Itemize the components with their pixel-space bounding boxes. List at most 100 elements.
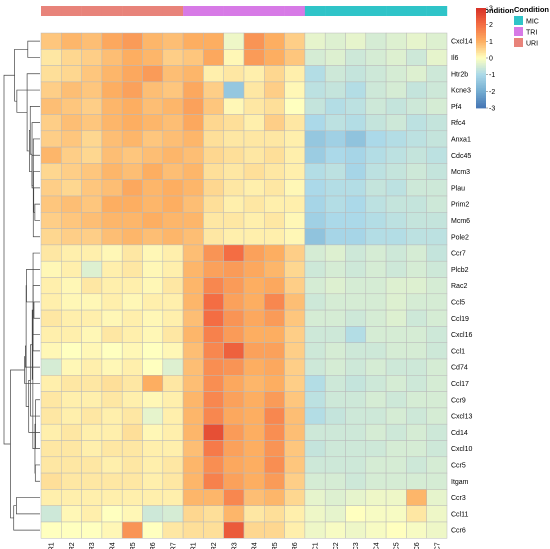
- heatmap-cell: [426, 407, 448, 425]
- heatmap-cell: [345, 521, 367, 539]
- heatmap-cell: [365, 97, 387, 115]
- heatmap-cell: [81, 309, 103, 327]
- heatmap-cell: [101, 407, 123, 425]
- heatmap-cell: [365, 391, 387, 409]
- heatmap-cell: [182, 163, 204, 180]
- heatmap-cell: [223, 49, 245, 66]
- heatmap-cell: [203, 130, 224, 148]
- annotation-cell-mic: [426, 6, 448, 16]
- color-scale-segment: [476, 13, 486, 16]
- color-scale-segment: [476, 33, 486, 36]
- dendrogram-branch: [24, 356, 40, 384]
- heatmap-cell: [304, 212, 326, 229]
- heatmap-cell: [142, 212, 164, 229]
- heatmap-cell: [284, 179, 306, 197]
- heatmap-cell: [40, 65, 62, 83]
- heatmap-cell: [40, 505, 62, 523]
- dendrogram-branch: [10, 369, 25, 519]
- heatmap-cell: [142, 309, 164, 327]
- color-scale-tick-label: -1: [489, 72, 495, 79]
- heatmap-cell: [324, 472, 346, 490]
- heatmap-cell: [284, 293, 306, 311]
- annotation-cell-mic: [325, 6, 346, 16]
- heatmap-cell: [61, 277, 82, 295]
- heatmap-cell: [142, 358, 164, 376]
- color-scale-segment: [476, 59, 486, 62]
- heatmap-cell: [264, 505, 285, 523]
- annotation-cell-tri: [183, 6, 204, 16]
- heatmap-cell: [182, 423, 204, 441]
- heatmap-cell: [203, 375, 224, 392]
- heatmap-cell: [284, 423, 306, 441]
- heatmap-cell: [81, 228, 103, 246]
- heatmap-cell: [182, 456, 204, 474]
- color-scale-segment: [476, 44, 486, 47]
- heatmap-cell: [426, 130, 448, 148]
- heatmap-cell: [203, 163, 224, 180]
- heatmap-cell: [406, 130, 427, 148]
- heatmap-cell: [365, 212, 387, 229]
- heatmap-cell: [243, 130, 265, 148]
- heatmap-cell: [324, 146, 346, 164]
- dendrogram-branch: [28, 380, 40, 433]
- heatmap-cell: [61, 49, 82, 66]
- heatmap-cell: [385, 342, 407, 360]
- color-scale-segment: [476, 48, 486, 51]
- color-scale-segment: [476, 21, 486, 24]
- heatmap-cell: [162, 212, 184, 229]
- heatmap-cell: [81, 163, 103, 180]
- heatmap-cell: [121, 521, 143, 539]
- heatmap-cell: [101, 309, 123, 327]
- heatmap-cell: [406, 65, 427, 83]
- heatmap-cell: [182, 489, 204, 506]
- heatmap-cell: [324, 309, 346, 327]
- heatmap-cell: [406, 244, 427, 262]
- heatmap-cell: [101, 260, 123, 278]
- heatmap-cell: [284, 244, 306, 262]
- heatmap-cell: [264, 358, 285, 376]
- heatmap-cell: [101, 505, 123, 523]
- heatmap-cell: [264, 97, 285, 115]
- row-label: Ccl1: [451, 348, 465, 355]
- row-label: Il6: [451, 55, 459, 62]
- heatmap-cell: [182, 342, 204, 360]
- heatmap-cell: [426, 179, 448, 197]
- heatmap-cell: [223, 342, 245, 360]
- heatmap-cell: [385, 212, 407, 229]
- heatmap-cell: [324, 65, 346, 83]
- heatmap-cell: [182, 472, 204, 490]
- heatmap-cell: [385, 228, 407, 246]
- dendrogram-branch: [32, 252, 40, 352]
- heatmap-cell: [345, 375, 367, 392]
- heatmap-cell: [40, 358, 62, 376]
- annotation-cell-tri: [223, 6, 245, 16]
- condition-legend-swatch: [514, 27, 523, 36]
- heatmap-cell: [304, 179, 326, 197]
- heatmap-cell: [223, 260, 245, 278]
- heatmap-cell: [182, 407, 204, 425]
- heatmap-cell: [40, 49, 62, 66]
- heatmap-cell: [142, 521, 164, 539]
- heatmap-cell: [324, 49, 346, 66]
- heatmap-cell: [223, 423, 245, 441]
- heatmap-cell: [243, 391, 265, 409]
- dendrogram-branch: [34, 464, 40, 482]
- heatmap-cell: [264, 440, 285, 458]
- heatmap-cell: [345, 407, 367, 425]
- heatmap-cell: [182, 309, 204, 327]
- heatmap-cell: [365, 146, 387, 164]
- color-scale-tick-label: -3: [489, 106, 495, 113]
- heatmap-cell: [223, 407, 245, 425]
- heatmap-cell: [61, 391, 82, 409]
- heatmap-cell: [385, 423, 407, 441]
- heatmap-cell: [61, 423, 82, 441]
- heatmap-cell: [406, 81, 427, 99]
- heatmap-cell: [121, 456, 143, 474]
- row-label: Cxcl14: [451, 39, 473, 46]
- row-label: Mcm3: [451, 169, 470, 176]
- heatmap-cell: [81, 407, 103, 425]
- heatmap-cell: [121, 440, 143, 458]
- heatmap-cell: [324, 228, 346, 246]
- color-scale-segment: [476, 18, 486, 21]
- heatmap-cell: [61, 97, 82, 115]
